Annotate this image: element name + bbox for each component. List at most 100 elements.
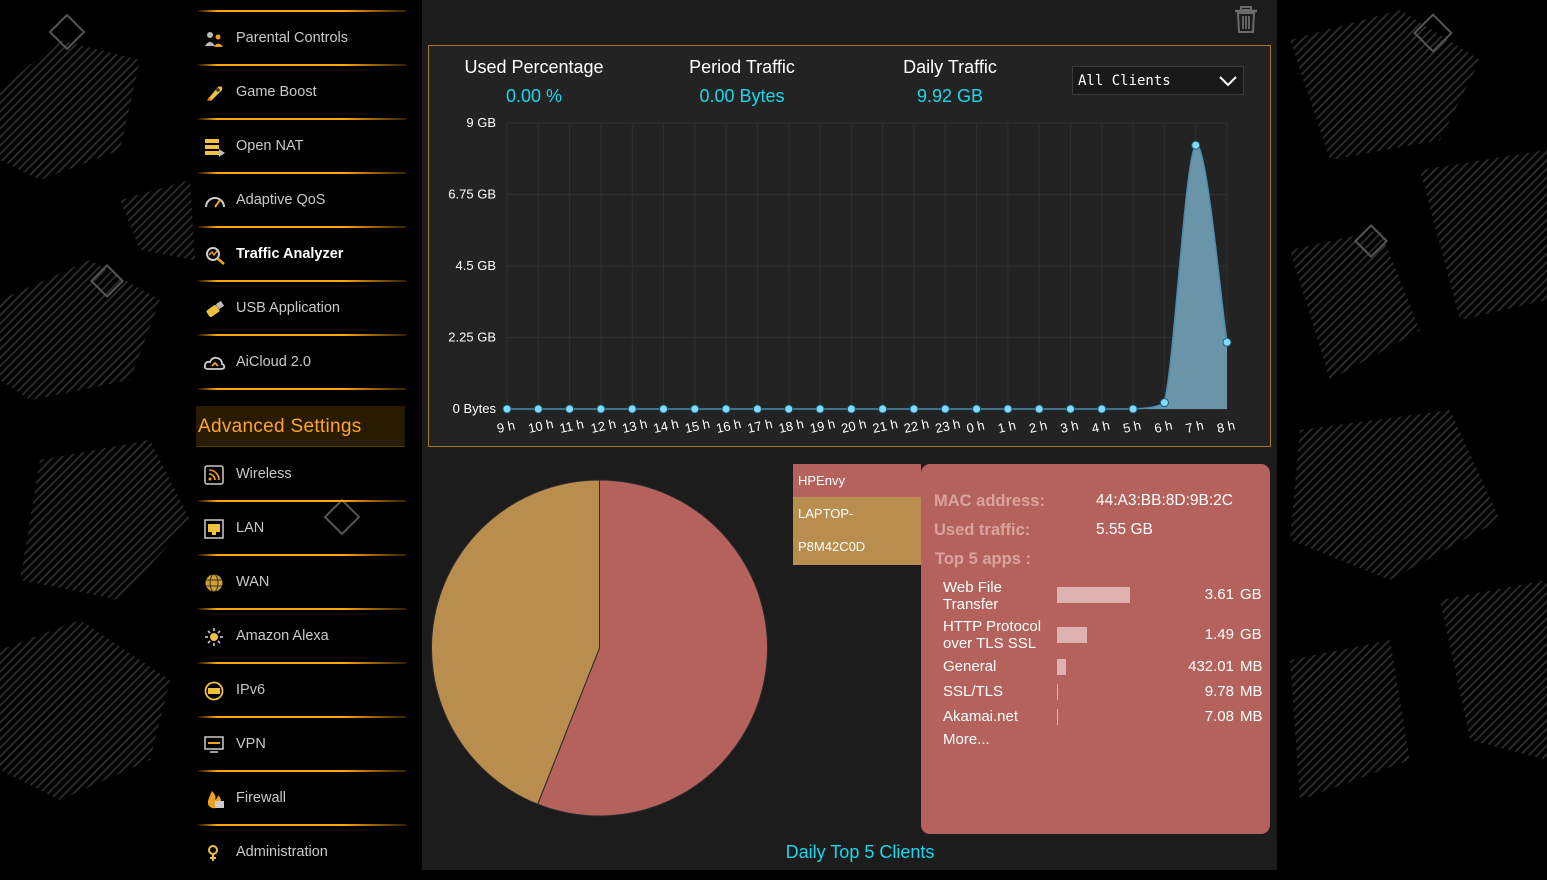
app-name: HTTP Protocol over TLS SSL — [943, 618, 1042, 652]
client-tab-hpenvy[interactable]: HPEnvy — [793, 464, 921, 497]
data-point — [1128, 404, 1138, 414]
advanced-settings-header: Advanced Settings — [196, 406, 405, 447]
x-tick-label: 13 h — [621, 416, 649, 436]
sidebar-item-amazon-alexa[interactable]: Amazon Alexa — [196, 610, 406, 664]
wireless-icon — [204, 465, 224, 485]
used-percentage-stat: Used Percentage 0.00 % — [434, 57, 634, 107]
app-unit: GB — [1240, 626, 1262, 643]
client-name: LAPTOP- — [798, 506, 854, 521]
x-tick-label: 7 h — [1184, 418, 1205, 436]
sidebar-item-usb-application[interactable]: USB Application — [196, 282, 406, 336]
app-value: 1.49 — [1204, 626, 1234, 643]
sidebar-top-divider — [196, 10, 406, 12]
sidebar-item-open-nat[interactable]: Open NAT — [196, 120, 406, 174]
app-value: 7.08 — [1204, 708, 1234, 725]
top-apps-label: Top 5 apps : — [935, 550, 1031, 568]
sidebar-item-game-boost[interactable]: Game Boost — [196, 66, 406, 120]
stat-value: 0.00 % — [505, 86, 563, 106]
x-tick-label: 2 h — [1028, 418, 1049, 436]
sidebar-item-aicloud[interactable]: AiCloud 2.0 — [196, 336, 406, 390]
usb-icon — [206, 300, 225, 317]
sidebar-item-parental-controls[interactable]: Parental Controls — [196, 12, 406, 66]
client-name: HPEnvy — [798, 473, 845, 488]
sidebar-item-ipv6[interactable]: IPv6 — [196, 664, 406, 718]
sidebar-item-label: Game Boost — [236, 84, 317, 100]
stat-title: Used Percentage — [464, 57, 604, 77]
x-tick-label: 17 h — [746, 416, 774, 436]
vpn-icon — [204, 736, 224, 753]
sidebar-item-wireless[interactable]: Wireless — [196, 448, 406, 502]
sidebar-item-adaptive-qos[interactable]: Adaptive QoS — [196, 174, 406, 228]
y-tick-label: 6.75 GB — [448, 187, 496, 202]
advanced-settings-title: Advanced Settings — [198, 416, 362, 437]
y-tick-label: 9 GB — [466, 115, 496, 130]
client-tab-laptop[interactable]: LAPTOP- P8M42C0D — [793, 497, 921, 565]
sidebar-item-label: IPv6 — [236, 682, 266, 698]
data-point — [690, 404, 700, 414]
data-point — [972, 404, 982, 414]
x-tick-label: 10 h — [527, 416, 555, 436]
data-point — [1065, 404, 1075, 414]
data-point — [815, 404, 825, 414]
sidebar-item-label: WAN — [236, 574, 270, 590]
data-point — [1191, 140, 1201, 150]
sidebar-item-wan[interactable]: WAN — [196, 556, 406, 610]
clients-pie-chart — [431, 479, 768, 817]
x-tick-label: 21 h — [871, 416, 899, 436]
globe-icon — [205, 574, 223, 592]
sidebar-item-firewall[interactable]: Firewall — [196, 772, 406, 826]
pie-slice[interactable] — [431, 479, 600, 805]
sidebar-divider — [196, 554, 406, 556]
app-unit: MB — [1240, 658, 1263, 675]
client-name-line2: P8M42C0D — [798, 539, 866, 554]
speedometer-icon — [205, 197, 225, 208]
x-tick-label: 15 h — [683, 416, 711, 436]
x-tick-label: 18 h — [777, 416, 805, 436]
sidebar-item-administration[interactable]: Administration — [196, 826, 406, 880]
data-point — [1097, 404, 1107, 414]
sidebar-divider — [196, 662, 406, 664]
sidebar-item-vpn[interactable]: VPN — [196, 718, 406, 772]
x-tick-label: 20 h — [840, 416, 868, 436]
ipv6-icon — [204, 681, 224, 701]
app-unit: MB — [1240, 708, 1263, 725]
x-tick-label: 23 h — [934, 416, 962, 436]
x-tick-label: 3 h — [1059, 418, 1080, 436]
used-traffic-value: 5.55 GB — [1096, 521, 1153, 538]
sidebar-divider — [196, 172, 406, 174]
client-filter-select[interactable]: All Clients — [1072, 66, 1244, 95]
app-name: SSL/TLS — [943, 683, 1004, 700]
data-point — [627, 404, 637, 414]
sidebar-divider — [196, 226, 406, 228]
app-value: 9.78 — [1204, 683, 1234, 700]
open-nat-icon — [205, 139, 225, 157]
stat-title: Daily Traffic — [903, 57, 997, 77]
app-usage-bar — [1057, 709, 1058, 725]
app-usage-bar — [1057, 684, 1058, 700]
more-apps-link[interactable]: More... — [943, 731, 990, 748]
app-name: Web File Transfer — [943, 579, 1002, 613]
pie-chart-caption: Daily Top 5 Clients — [785, 842, 935, 862]
x-tick-label: 12 h — [589, 416, 617, 436]
x-tick-label: 22 h — [902, 416, 930, 436]
data-point — [721, 404, 731, 414]
sidebar-item-label: VPN — [236, 736, 266, 752]
traffic-chart-panel — [428, 45, 1271, 447]
sidebar-item-label: Wireless — [236, 466, 292, 482]
client-detail-panel — [921, 464, 1270, 834]
sidebar-item-traffic-analyzer[interactable]: Traffic Analyzer — [196, 228, 406, 282]
data-point — [784, 404, 794, 414]
sidebar-item-lan[interactable]: LAN — [196, 502, 406, 556]
data-point — [1034, 404, 1044, 414]
data-point — [1159, 398, 1169, 408]
administration-icon — [208, 845, 218, 861]
sidebar-divider — [196, 334, 406, 336]
sidebar-item-label: Parental Controls — [236, 30, 349, 46]
data-point — [752, 404, 762, 414]
sidebar-divider — [196, 824, 406, 826]
stat-value: 0.00 Bytes — [699, 86, 785, 106]
pie-slice[interactable] — [537, 479, 768, 817]
trash-icon[interactable] — [1232, 5, 1260, 35]
data-point — [596, 404, 606, 414]
